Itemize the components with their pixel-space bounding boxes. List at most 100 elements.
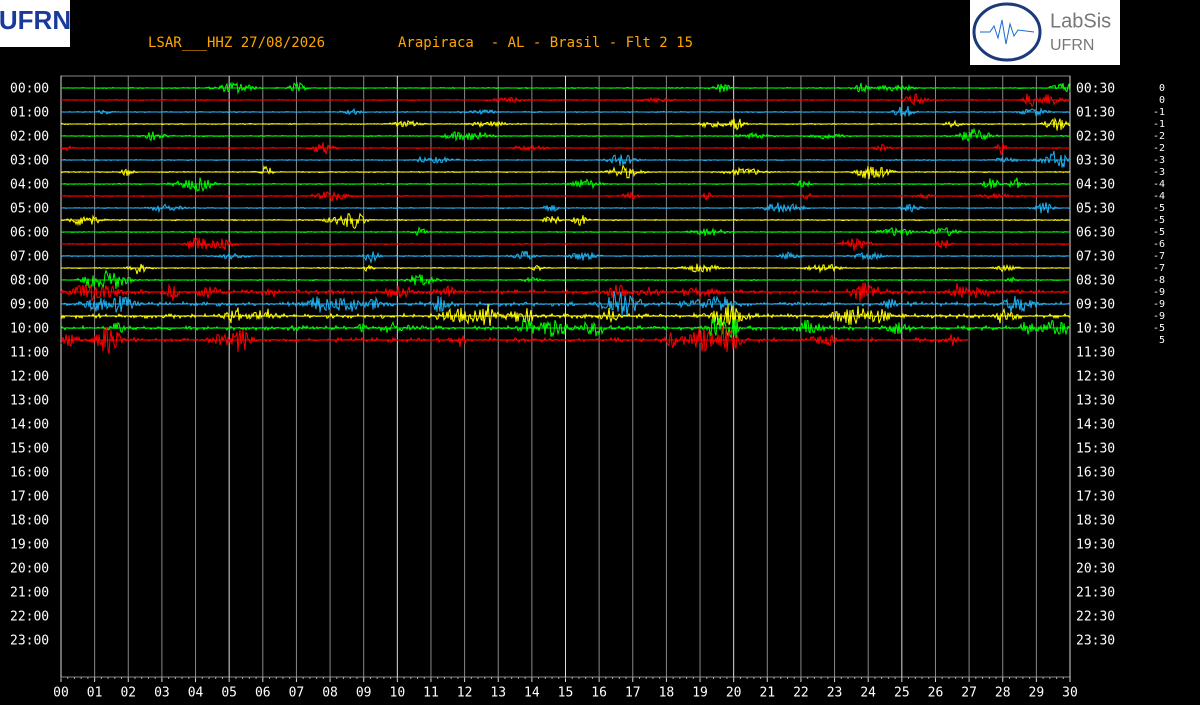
offset-label: -9 [1153, 311, 1165, 322]
offset-label: 5 [1159, 335, 1165, 346]
offset-label: -8 [1153, 275, 1165, 286]
left-time-label: 23:00 [10, 634, 49, 649]
right-time-label: 20:30 [1076, 562, 1115, 577]
trace [60, 177, 1071, 193]
offset-label: 0 [1159, 83, 1165, 94]
offset-label: -9 [1153, 287, 1165, 298]
offset-label: 0 [1159, 95, 1165, 106]
right-time-label: 06:30 [1076, 226, 1115, 241]
x-tick-label: 19 [692, 686, 708, 701]
left-time-label: 17:00 [10, 490, 49, 505]
x-tick-label: 22 [793, 686, 809, 701]
x-tick-label: 01 [87, 686, 103, 701]
right-time-label: 03:30 [1076, 154, 1115, 169]
right-time-label: 02:30 [1076, 130, 1115, 145]
x-tick-label: 11 [423, 686, 439, 701]
left-time-label: 00:00 [10, 82, 49, 97]
left-time-label: 08:00 [10, 274, 49, 289]
left-time-label: 03:00 [10, 154, 49, 169]
trace [61, 250, 1071, 264]
x-tick-label: 02 [120, 686, 136, 701]
left-time-label: 16:00 [10, 466, 49, 481]
offset-label: -4 [1153, 179, 1165, 190]
offset-label: -5 [1153, 203, 1165, 214]
logo-right: LabSis UFRN [970, 0, 1120, 65]
x-tick-label: 28 [995, 686, 1011, 701]
trace [61, 150, 1071, 168]
left-time-label: 21:00 [10, 586, 49, 601]
right-time-label: 22:30 [1076, 610, 1115, 625]
x-tick-label: 29 [1029, 686, 1045, 701]
x-tick-label: 07 [289, 686, 305, 701]
x-tick-label: 25 [894, 686, 910, 701]
x-tick-label: 30 [1062, 686, 1078, 701]
right-time-label: 01:30 [1076, 106, 1115, 121]
logo-wave [980, 19, 1035, 45]
right-time-label: 18:30 [1076, 514, 1115, 529]
left-time-label: 14:00 [10, 418, 49, 433]
right-time-label: 13:30 [1076, 394, 1115, 409]
x-tick-label: 08 [322, 686, 338, 701]
right-time-label: 05:30 [1076, 202, 1115, 217]
trace [60, 212, 1071, 229]
x-tick-label: 12 [457, 686, 473, 701]
trace [60, 142, 1071, 156]
left-time-label: 18:00 [10, 514, 49, 529]
trace [60, 117, 1071, 131]
trace [60, 269, 1071, 290]
offset-label: -4 [1153, 191, 1165, 202]
left-time-label: 06:00 [10, 226, 49, 241]
left-time-label: 05:00 [10, 202, 49, 217]
right-time-label: 04:30 [1076, 178, 1115, 193]
offset-label: -6 [1153, 239, 1165, 250]
left-time-label: 15:00 [10, 442, 49, 457]
trace [60, 263, 1071, 275]
offset-label: -5 [1153, 323, 1165, 334]
right-time-label: 07:30 [1076, 250, 1115, 265]
trace [61, 127, 1071, 142]
left-time-label: 04:00 [10, 178, 49, 193]
x-tick-label: 26 [928, 686, 944, 701]
left-time-label: 20:00 [10, 562, 49, 577]
x-tick-label: 06 [255, 686, 271, 701]
trace [60, 226, 1071, 237]
right-time-label: 00:30 [1076, 82, 1115, 97]
left-time-label: 07:00 [10, 250, 49, 265]
offset-label: -5 [1153, 215, 1165, 226]
logo-text: UFRN [0, 5, 71, 35]
x-tick-label: 05 [221, 686, 237, 701]
right-time-label: 09:30 [1076, 298, 1115, 313]
x-tick-label: 17 [625, 686, 641, 701]
x-tick-label: 18 [659, 686, 675, 701]
left-time-label: 12:00 [10, 370, 49, 385]
x-tick-label: 09 [356, 686, 372, 701]
trace [60, 303, 1071, 327]
x-tick-label: 20 [726, 686, 742, 701]
x-tick-label: 27 [961, 686, 977, 701]
right-time-label: 11:30 [1076, 346, 1115, 361]
logo-box [0, 0, 70, 47]
trace [60, 325, 969, 355]
offset-label: -3 [1153, 167, 1165, 178]
station-label: LSAR___HHZ 27/08/2026 [148, 35, 325, 51]
right-time-label: 10:30 [1076, 322, 1115, 337]
x-tick-label: 16 [591, 686, 607, 701]
left-time-label: 02:00 [10, 130, 49, 145]
right-time-label: 23:30 [1076, 634, 1115, 649]
x-tick-label: 14 [524, 686, 540, 701]
right-time-label: 17:30 [1076, 490, 1115, 505]
logo-sub: UFRN [1050, 37, 1094, 54]
left-time-label: 13:00 [10, 394, 49, 409]
x-tick-label: 13 [490, 686, 506, 701]
logo-box [970, 0, 1120, 65]
offset-label: -9 [1153, 299, 1165, 310]
left-time-label: 10:00 [10, 322, 49, 337]
x-tick-label: 21 [759, 686, 775, 701]
trace [60, 191, 1071, 202]
offset-label: -5 [1153, 227, 1165, 238]
offset-label: -2 [1153, 143, 1165, 154]
right-time-label: 21:30 [1076, 586, 1115, 601]
x-tick-label: 15 [558, 686, 574, 701]
right-time-label: 15:30 [1076, 442, 1115, 457]
